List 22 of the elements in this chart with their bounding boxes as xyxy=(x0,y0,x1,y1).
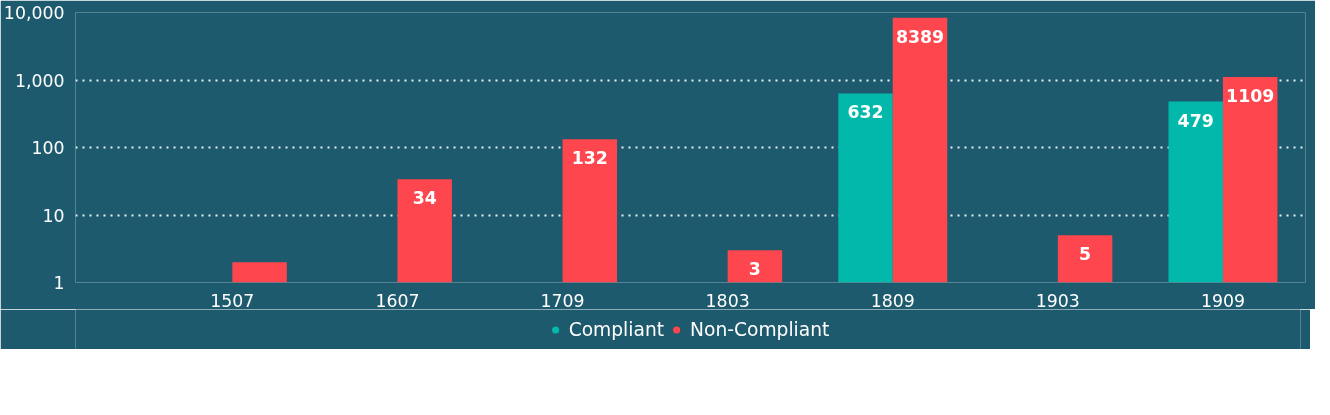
y-tick-label: 1 xyxy=(53,273,65,293)
data-label: 479 xyxy=(1177,110,1214,131)
x-tick-label: 1507 xyxy=(210,290,255,311)
data-label: 632 xyxy=(847,102,884,123)
x-tick-label: 1607 xyxy=(375,290,420,311)
data-label: 34 xyxy=(412,188,437,209)
y-tick-label: 1,000 xyxy=(14,70,65,91)
x-tick-label: 1903 xyxy=(1035,290,1080,311)
x-tick-label: 1809 xyxy=(870,290,915,311)
x-tick-label: 1709 xyxy=(540,290,585,311)
data-label: 3 xyxy=(748,259,761,280)
data-label: 132 xyxy=(571,148,608,169)
x-tick-label: 1803 xyxy=(705,290,750,311)
y-tick-label: 10 xyxy=(42,205,65,226)
legend-label: Non-Compliant xyxy=(690,318,830,340)
legend-label: Compliant xyxy=(568,318,665,340)
data-label: 1109 xyxy=(1226,85,1275,106)
data-label: 8389 xyxy=(895,26,945,47)
data-label: 5 xyxy=(1079,244,1092,265)
y-tick-label: 100 xyxy=(31,138,65,158)
x-tick-label: 1909 xyxy=(1200,290,1246,311)
y-tick-label: 10,000 xyxy=(3,3,65,23)
